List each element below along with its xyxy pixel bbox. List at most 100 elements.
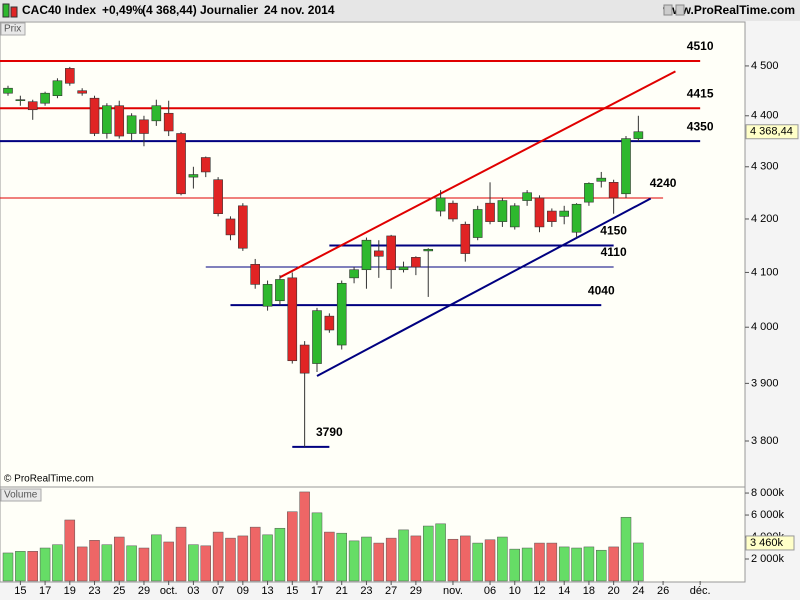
- candle-body: [77, 90, 87, 94]
- candle-body: [65, 68, 75, 84]
- trendline: [316, 197, 652, 377]
- level-label: 3790: [316, 425, 343, 439]
- x-tick-label: nov.: [443, 585, 463, 597]
- candle-body: [584, 183, 594, 203]
- volume-bar: [546, 542, 558, 582]
- last-price-label: 4 368,44: [750, 126, 793, 138]
- volume-bar: [336, 532, 347, 582]
- x-tick-label: 29: [410, 585, 422, 597]
- candle-body: [596, 177, 607, 182]
- volume-bar: [385, 537, 397, 582]
- volume-bar: [435, 523, 446, 582]
- y-tick-label: 4 300: [751, 161, 779, 173]
- icon[interactable]: [663, 4, 673, 16]
- level-label: 4040: [588, 283, 615, 297]
- level-label: 4240: [650, 176, 677, 190]
- icon[interactable]: [675, 4, 685, 16]
- candle-body: [324, 315, 335, 331]
- x-tick-label: déc.: [690, 585, 711, 597]
- x-tick-label: 07: [212, 585, 224, 597]
- candle-body: [411, 257, 421, 268]
- x-tick-label: 03: [187, 585, 199, 597]
- y-tick-label: 4 400: [751, 110, 779, 122]
- volume-bar: [373, 542, 385, 582]
- volume-bar: [52, 544, 63, 582]
- level-label: 4350: [687, 119, 714, 133]
- volume-bar: [113, 536, 125, 582]
- level-label: 4110: [601, 245, 627, 259]
- header-title: CAC40 Index: [22, 3, 96, 17]
- candle-body: [423, 248, 434, 252]
- volume-bar: [311, 512, 323, 582]
- x-tick-label: 09: [237, 585, 249, 597]
- y-tick-label: 8 000k: [751, 487, 785, 499]
- volume-bar: [361, 536, 372, 582]
- x-tick-label: 24: [632, 585, 644, 597]
- candle-body: [336, 282, 347, 346]
- volume-bar: [287, 511, 298, 582]
- x-tick-label: 06: [484, 585, 496, 597]
- volume-bar: [620, 516, 632, 582]
- candle-body: [213, 179, 223, 215]
- panel-label: Prix: [4, 24, 21, 35]
- x-tick-label: 14: [558, 585, 570, 597]
- y-tick-label: 6 000k: [751, 509, 785, 521]
- x-tick-label: oct.: [160, 585, 178, 597]
- candle-body: [200, 157, 211, 173]
- x-tick-label: 19: [64, 585, 76, 597]
- volume-bar: [237, 535, 249, 582]
- candle-body: [361, 239, 372, 271]
- header-period: Journalier: [200, 3, 258, 17]
- candle-body: [448, 202, 458, 220]
- icon: [2, 3, 10, 18]
- header-last: (4 368,44): [142, 3, 197, 17]
- volume-bar: [163, 541, 174, 582]
- candle-body: [312, 310, 322, 364]
- volume-bar: [126, 545, 137, 582]
- candle-body: [176, 133, 186, 195]
- volume-bar: [509, 548, 521, 582]
- candle-body: [349, 269, 359, 279]
- volume-bar: [2, 552, 14, 582]
- level-label: 4150: [600, 224, 627, 238]
- candle-body: [126, 115, 137, 134]
- candle-body: [225, 218, 236, 236]
- candle-body: [633, 131, 644, 139]
- icon: [10, 6, 18, 18]
- volume-bar: [225, 537, 236, 582]
- y-tick-label: 4 500: [751, 60, 779, 72]
- candle-body: [559, 210, 570, 217]
- candle-body: [238, 205, 248, 249]
- panel-label-box: [0, 22, 26, 36]
- volume-bar: [299, 491, 310, 582]
- volume-bar: [15, 551, 26, 582]
- candle-body: [398, 266, 409, 271]
- volume-bar: [151, 534, 162, 582]
- volume-bar: [633, 542, 644, 582]
- price-panel: [0, 21, 746, 488]
- candle-body: [163, 112, 174, 132]
- volume-bar: [249, 526, 261, 582]
- y-tick-label: 4 000: [751, 321, 779, 333]
- last-price-box: [745, 124, 799, 140]
- x-tick-label: 13: [261, 585, 273, 597]
- volume-bar: [497, 536, 508, 582]
- candle-body: [608, 182, 619, 199]
- header-date: 24 nov. 2014: [264, 3, 335, 17]
- candle-body: [188, 174, 199, 178]
- volume-bar: [596, 549, 607, 582]
- panel-label-box: [0, 488, 42, 502]
- y-tick-label: 4 100: [751, 266, 779, 278]
- candle-body: [40, 92, 50, 104]
- volume-bar: [64, 519, 76, 582]
- x-tick-label: 29: [138, 585, 150, 597]
- x-tick-label: 15: [14, 585, 26, 597]
- volume-bar: [410, 535, 422, 582]
- x-tick-label: 10: [509, 585, 521, 597]
- volume-bar: [188, 544, 199, 582]
- candle-body: [89, 97, 100, 134]
- candle-body: [3, 87, 13, 94]
- candle-body: [262, 284, 273, 307]
- volume-bar: [558, 546, 570, 582]
- volume-bar: [472, 542, 483, 582]
